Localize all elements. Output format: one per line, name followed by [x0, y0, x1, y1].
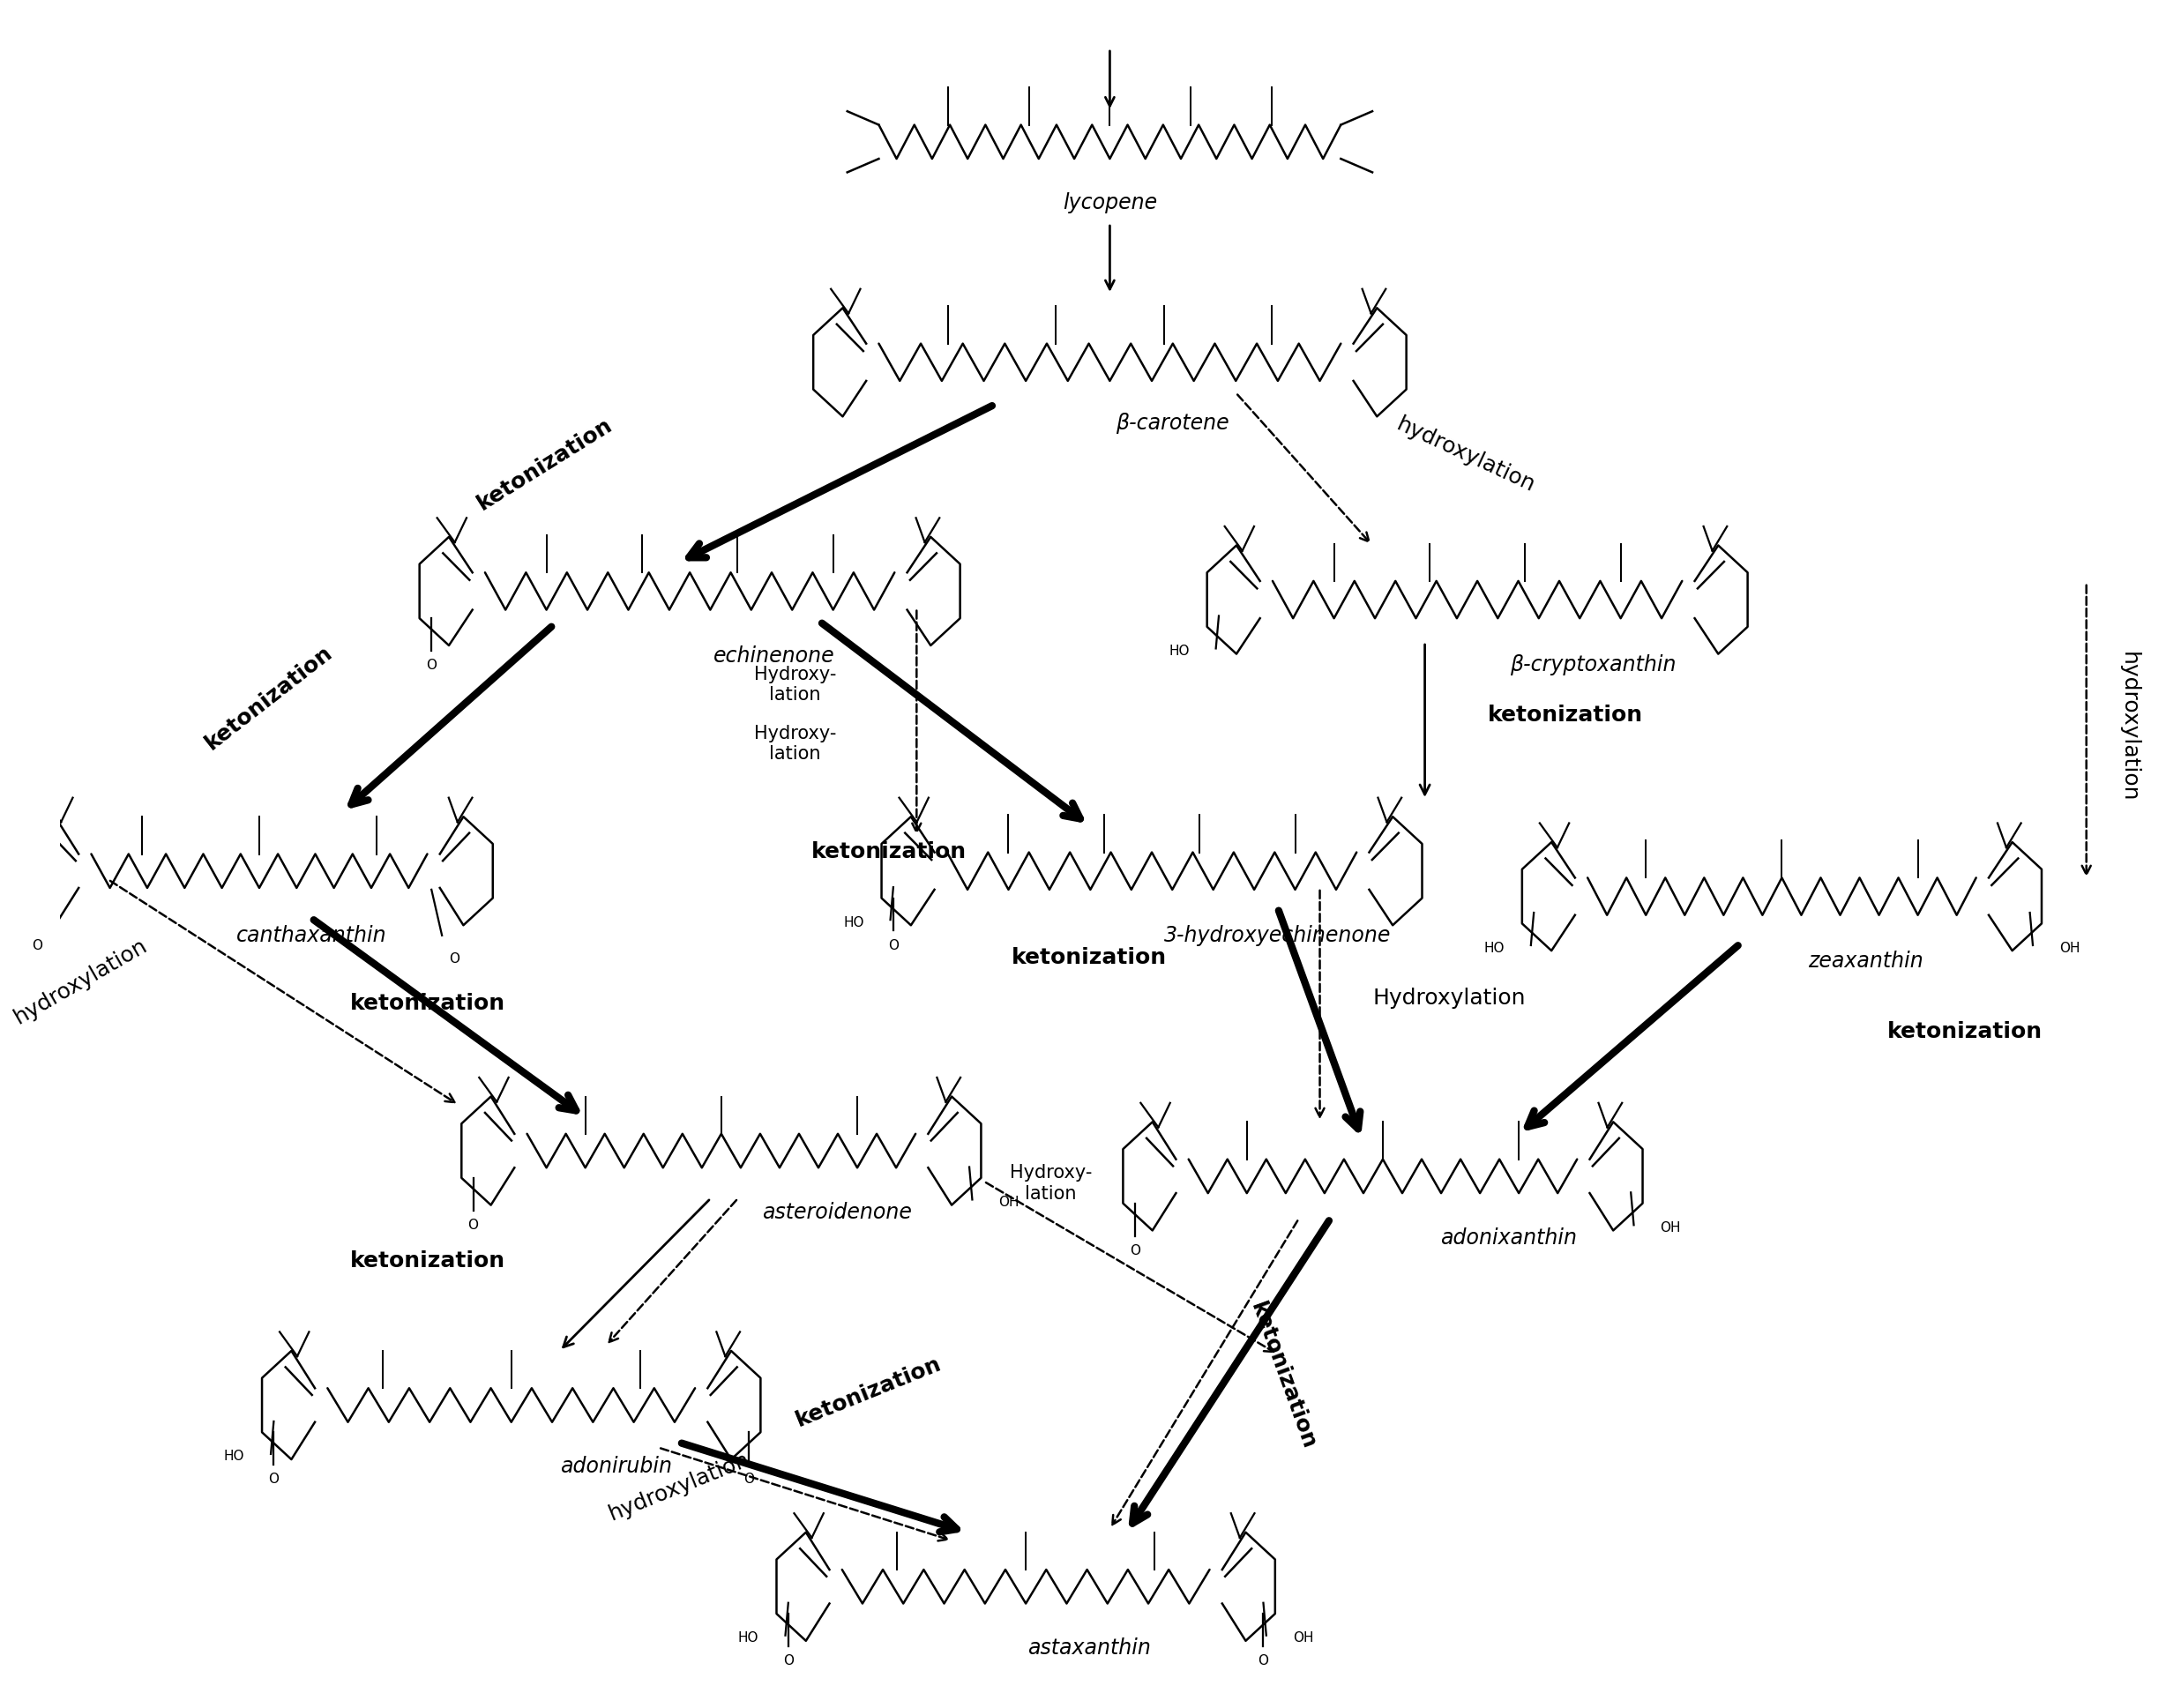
Text: HO: HO: [1484, 941, 1505, 955]
Text: OH: OH: [2060, 941, 2079, 955]
Text: canthaxanthin: canthaxanthin: [236, 926, 388, 946]
Text: Hydroxylation: Hydroxylation: [1373, 987, 1525, 1009]
Text: β-cryptoxanthin: β-cryptoxanthin: [1510, 654, 1676, 675]
Text: O: O: [427, 659, 438, 673]
Text: O: O: [1258, 1655, 1269, 1667]
Text: ketonization: ketonization: [812, 842, 966, 863]
Text: ketonization: ketonization: [793, 1353, 944, 1431]
Text: zeaxanthin: zeaxanthin: [1809, 951, 1923, 972]
Text: O: O: [782, 1655, 793, 1667]
Text: ketonization: ketonization: [1245, 1300, 1319, 1454]
Text: HO: HO: [223, 1450, 245, 1464]
Text: hydroxylation: hydroxylation: [2118, 652, 2140, 803]
Text: O: O: [468, 1218, 479, 1231]
Text: O: O: [269, 1472, 279, 1486]
Text: O: O: [1128, 1243, 1139, 1257]
Text: O: O: [743, 1472, 754, 1486]
Text: OH: OH: [1661, 1221, 1681, 1235]
Text: hydroxylation: hydroxylation: [11, 934, 152, 1028]
Text: adonirubin: adonirubin: [561, 1455, 671, 1477]
Text: ketonization: ketonization: [201, 642, 338, 755]
Text: O: O: [32, 939, 43, 951]
Text: Hydroxy-
lation: Hydroxy- lation: [754, 666, 836, 704]
Text: ketonization: ketonization: [349, 1250, 505, 1271]
Text: Hydroxy-
lation: Hydroxy- lation: [1009, 1165, 1092, 1202]
Text: lycopene: lycopene: [1064, 193, 1157, 214]
Text: astaxanthin: astaxanthin: [1027, 1638, 1150, 1658]
Text: hydroxylation: hydroxylation: [1393, 413, 1538, 497]
Text: ketonization: ketonization: [474, 413, 617, 514]
Text: HO: HO: [739, 1631, 758, 1645]
Text: HO: HO: [1170, 644, 1189, 658]
Text: hydroxylation: hydroxylation: [606, 1448, 754, 1525]
Text: O: O: [888, 939, 899, 951]
Text: HO: HO: [843, 915, 864, 929]
Text: O: O: [448, 953, 459, 965]
Text: ketonization: ketonization: [1012, 948, 1167, 968]
Text: ketonization: ketonization: [1488, 704, 1644, 726]
Text: β-carotene: β-carotene: [1115, 413, 1230, 434]
Text: echinenone: echinenone: [713, 646, 834, 666]
Text: asteroidenone: asteroidenone: [762, 1202, 912, 1223]
Text: ketonization: ketonization: [349, 992, 505, 1015]
Text: Hydroxy-
lation: Hydroxy- lation: [754, 724, 836, 763]
Text: ketonization: ketonization: [1887, 1021, 2043, 1042]
Text: OH: OH: [999, 1196, 1020, 1209]
Text: adonixanthin: adonixanthin: [1440, 1226, 1577, 1249]
Text: 3-hydroxyechinenone: 3-hydroxyechinenone: [1165, 926, 1391, 946]
Text: OH: OH: [1293, 1631, 1313, 1645]
